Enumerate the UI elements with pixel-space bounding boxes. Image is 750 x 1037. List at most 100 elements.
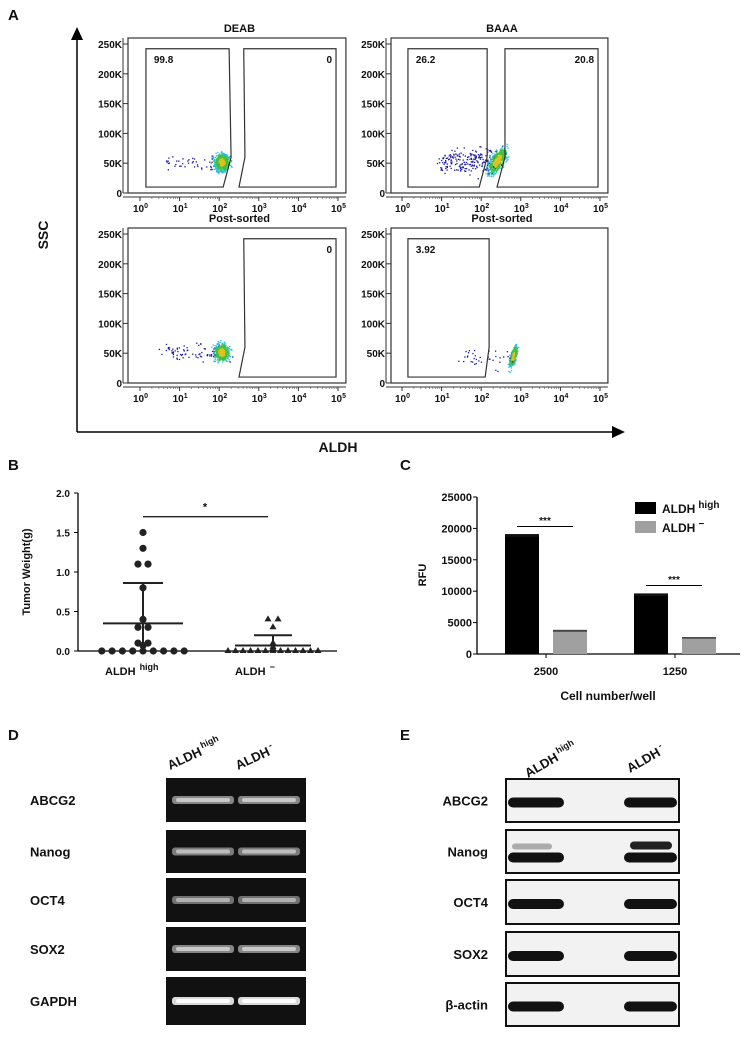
event-dot xyxy=(219,158,221,161)
tick-exp: 4 xyxy=(303,203,307,210)
event-dot xyxy=(508,156,510,158)
event-dot xyxy=(222,154,224,157)
legend-swatch xyxy=(635,502,656,514)
event-dot xyxy=(465,167,468,170)
event-dot xyxy=(215,164,218,166)
event-dot xyxy=(216,347,219,350)
event-dot xyxy=(176,348,179,350)
event-dot xyxy=(492,153,494,155)
blot-band-faint xyxy=(512,843,552,850)
y-tick-label: 5000 xyxy=(448,618,472,630)
event-dot xyxy=(225,355,227,357)
event-dot xyxy=(172,352,175,354)
event-dot xyxy=(510,354,512,357)
event-dot xyxy=(515,356,517,358)
event-dot xyxy=(227,355,229,357)
event-dot xyxy=(168,157,170,159)
event-dot xyxy=(463,147,465,149)
event-dot xyxy=(455,153,457,155)
event-dot xyxy=(216,155,218,157)
event-dot xyxy=(218,155,220,157)
data-point xyxy=(134,560,142,568)
event-dot xyxy=(493,161,495,163)
event-dot xyxy=(493,170,495,173)
event-dot xyxy=(221,162,224,164)
event-dot xyxy=(444,155,446,157)
event-dot xyxy=(466,156,469,158)
event-dot xyxy=(452,157,454,159)
event-dot xyxy=(495,152,498,154)
event-dot xyxy=(457,169,459,171)
event-dot xyxy=(225,346,227,348)
event-dot xyxy=(225,160,227,163)
event-dot xyxy=(181,163,184,165)
event-dot xyxy=(218,350,220,352)
event-dot xyxy=(218,160,220,162)
event-dot xyxy=(489,165,491,167)
event-dot xyxy=(217,163,219,165)
event-dot xyxy=(172,356,175,358)
event-dot xyxy=(229,356,231,358)
event-dot xyxy=(445,166,447,168)
event-dot xyxy=(222,156,225,158)
event-dot xyxy=(457,154,459,156)
event-dot xyxy=(499,357,501,359)
event-dot xyxy=(445,157,448,160)
event-dot xyxy=(176,160,178,162)
event-dot xyxy=(512,357,514,359)
event-dot xyxy=(449,153,451,156)
event-dot xyxy=(216,158,219,160)
event-dot xyxy=(514,356,516,358)
event-dot xyxy=(195,356,197,358)
data-point xyxy=(277,647,284,653)
event-dot xyxy=(176,358,178,360)
event-dot xyxy=(488,162,491,165)
event-dot xyxy=(510,358,512,360)
event-dot xyxy=(495,158,497,160)
x-tick-label: 105 xyxy=(593,393,608,405)
event-dot xyxy=(496,158,498,161)
ssc-label: SSC xyxy=(35,221,51,250)
tick-base: 10 xyxy=(331,394,343,405)
event-dot xyxy=(175,163,177,166)
event-dot xyxy=(167,169,169,171)
tick-base: 10 xyxy=(474,204,486,215)
event-dot xyxy=(501,146,503,149)
legend-base: ALDH xyxy=(662,521,695,535)
tick-base: 10 xyxy=(291,394,303,405)
gel-band-core xyxy=(242,999,296,1003)
event-dot xyxy=(222,163,224,166)
event-dot xyxy=(219,352,221,355)
event-dot xyxy=(180,354,183,357)
event-dot xyxy=(490,172,492,174)
event-dot xyxy=(212,157,214,159)
event-dot xyxy=(167,160,169,162)
x-tick-label: 102 xyxy=(212,203,227,215)
event-dot xyxy=(474,157,477,159)
event-dot xyxy=(493,165,495,167)
gel-band-core xyxy=(242,947,296,951)
lane-label: ALDH- xyxy=(232,740,276,773)
event-dot xyxy=(213,163,216,165)
event-dot xyxy=(492,168,494,171)
event-dot xyxy=(474,156,476,158)
event-dot xyxy=(228,156,230,159)
event-dot xyxy=(492,167,494,169)
event-dot xyxy=(510,357,512,359)
gate xyxy=(496,48,599,188)
event-dot xyxy=(505,157,507,159)
event-dot xyxy=(488,175,491,177)
event-dot xyxy=(490,165,493,168)
event-dot xyxy=(223,341,226,343)
event-dot xyxy=(219,167,222,170)
event-dot xyxy=(223,355,225,357)
event-dot xyxy=(456,147,458,149)
event-dot xyxy=(514,348,517,351)
event-dot xyxy=(494,161,497,164)
event-dot xyxy=(445,167,447,170)
event-dot xyxy=(219,156,222,159)
event-dot xyxy=(221,356,223,359)
event-dot xyxy=(218,343,220,346)
event-dot xyxy=(454,150,456,152)
event-dot xyxy=(216,354,218,357)
